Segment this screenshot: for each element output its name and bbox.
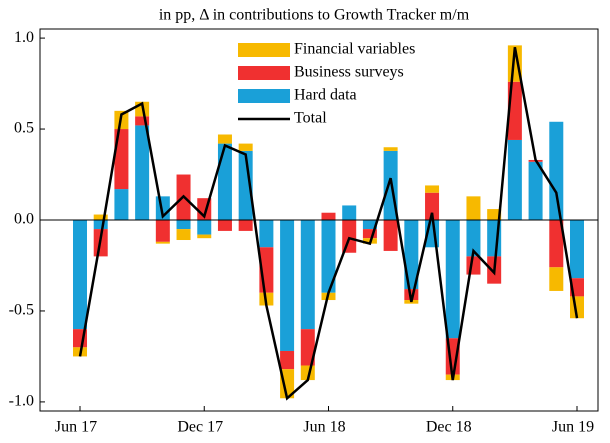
bar-segment <box>383 220 398 251</box>
bar-segment <box>549 267 564 291</box>
bar-segment <box>135 125 150 220</box>
bar-segment <box>217 220 232 231</box>
total-line <box>78 46 579 401</box>
bar-segment <box>197 234 212 239</box>
bar-segment <box>507 139 522 220</box>
bar-segment <box>197 220 212 235</box>
bar-segment <box>280 350 295 370</box>
bar-segment <box>404 220 419 290</box>
bar-segment <box>383 147 398 151</box>
bar-segment <box>549 121 564 220</box>
legend-swatch <box>238 66 290 80</box>
bar-segment <box>425 192 440 220</box>
bar-segment <box>362 220 377 230</box>
x-tick-label: Dec 18 <box>426 419 472 436</box>
bar-segment <box>238 150 253 220</box>
bar-segment <box>466 220 481 257</box>
y-tick-label: 0.0 <box>14 211 34 228</box>
bar-segment <box>114 129 129 190</box>
bar-segment <box>238 220 253 231</box>
bar-segment <box>155 241 170 244</box>
bar-segment <box>300 329 315 366</box>
bar-segment <box>155 220 170 242</box>
x-tick-label: Dec 17 <box>177 419 223 436</box>
bar-segment <box>217 134 232 144</box>
bar-segment <box>321 220 336 293</box>
legend-label: Financial variables <box>294 41 415 58</box>
bar-segment <box>280 220 295 351</box>
bar-segment <box>93 220 108 230</box>
legend-label: Business surveys <box>294 64 404 81</box>
bar-segment <box>300 220 315 330</box>
bar-segment <box>445 220 460 339</box>
bar-segment <box>217 143 232 220</box>
chart-title: in pp, Δ in contributions to Growth Trac… <box>159 7 470 24</box>
bar-segment <box>549 220 564 268</box>
bar-segment <box>570 220 584 279</box>
legend-label: Hard data <box>294 87 357 104</box>
legend-swatch <box>238 43 290 57</box>
y-tick-label: -1.0 <box>9 393 34 410</box>
bar-segment <box>466 256 481 275</box>
y-tick-label: 0.5 <box>14 120 34 137</box>
bar-segment <box>528 161 543 220</box>
bar-segment <box>93 214 108 220</box>
bar-segment <box>362 229 377 239</box>
x-tick-label: Jun 17 <box>55 419 97 436</box>
bar-segment <box>238 143 253 151</box>
x-tick-label: Jun 18 <box>303 419 345 436</box>
legend-label: Total <box>294 110 327 127</box>
bar-segment <box>280 369 295 399</box>
bar-segment <box>425 185 440 193</box>
bar-segment <box>259 220 274 248</box>
bar-segment <box>321 212 336 220</box>
bar-segment <box>487 209 502 220</box>
legend-swatch <box>238 89 290 103</box>
bar-segment <box>114 189 129 220</box>
bar-segment <box>342 205 357 220</box>
bar-segment <box>135 116 150 126</box>
bar-segment <box>176 220 191 230</box>
bar-segment <box>176 229 191 241</box>
y-tick-label: 1.0 <box>14 29 34 46</box>
x-tick-label: Jun 19 <box>552 419 594 436</box>
bar-segment <box>73 220 87 330</box>
bar-segment <box>466 196 481 220</box>
y-tick-label: -0.5 <box>9 302 34 319</box>
